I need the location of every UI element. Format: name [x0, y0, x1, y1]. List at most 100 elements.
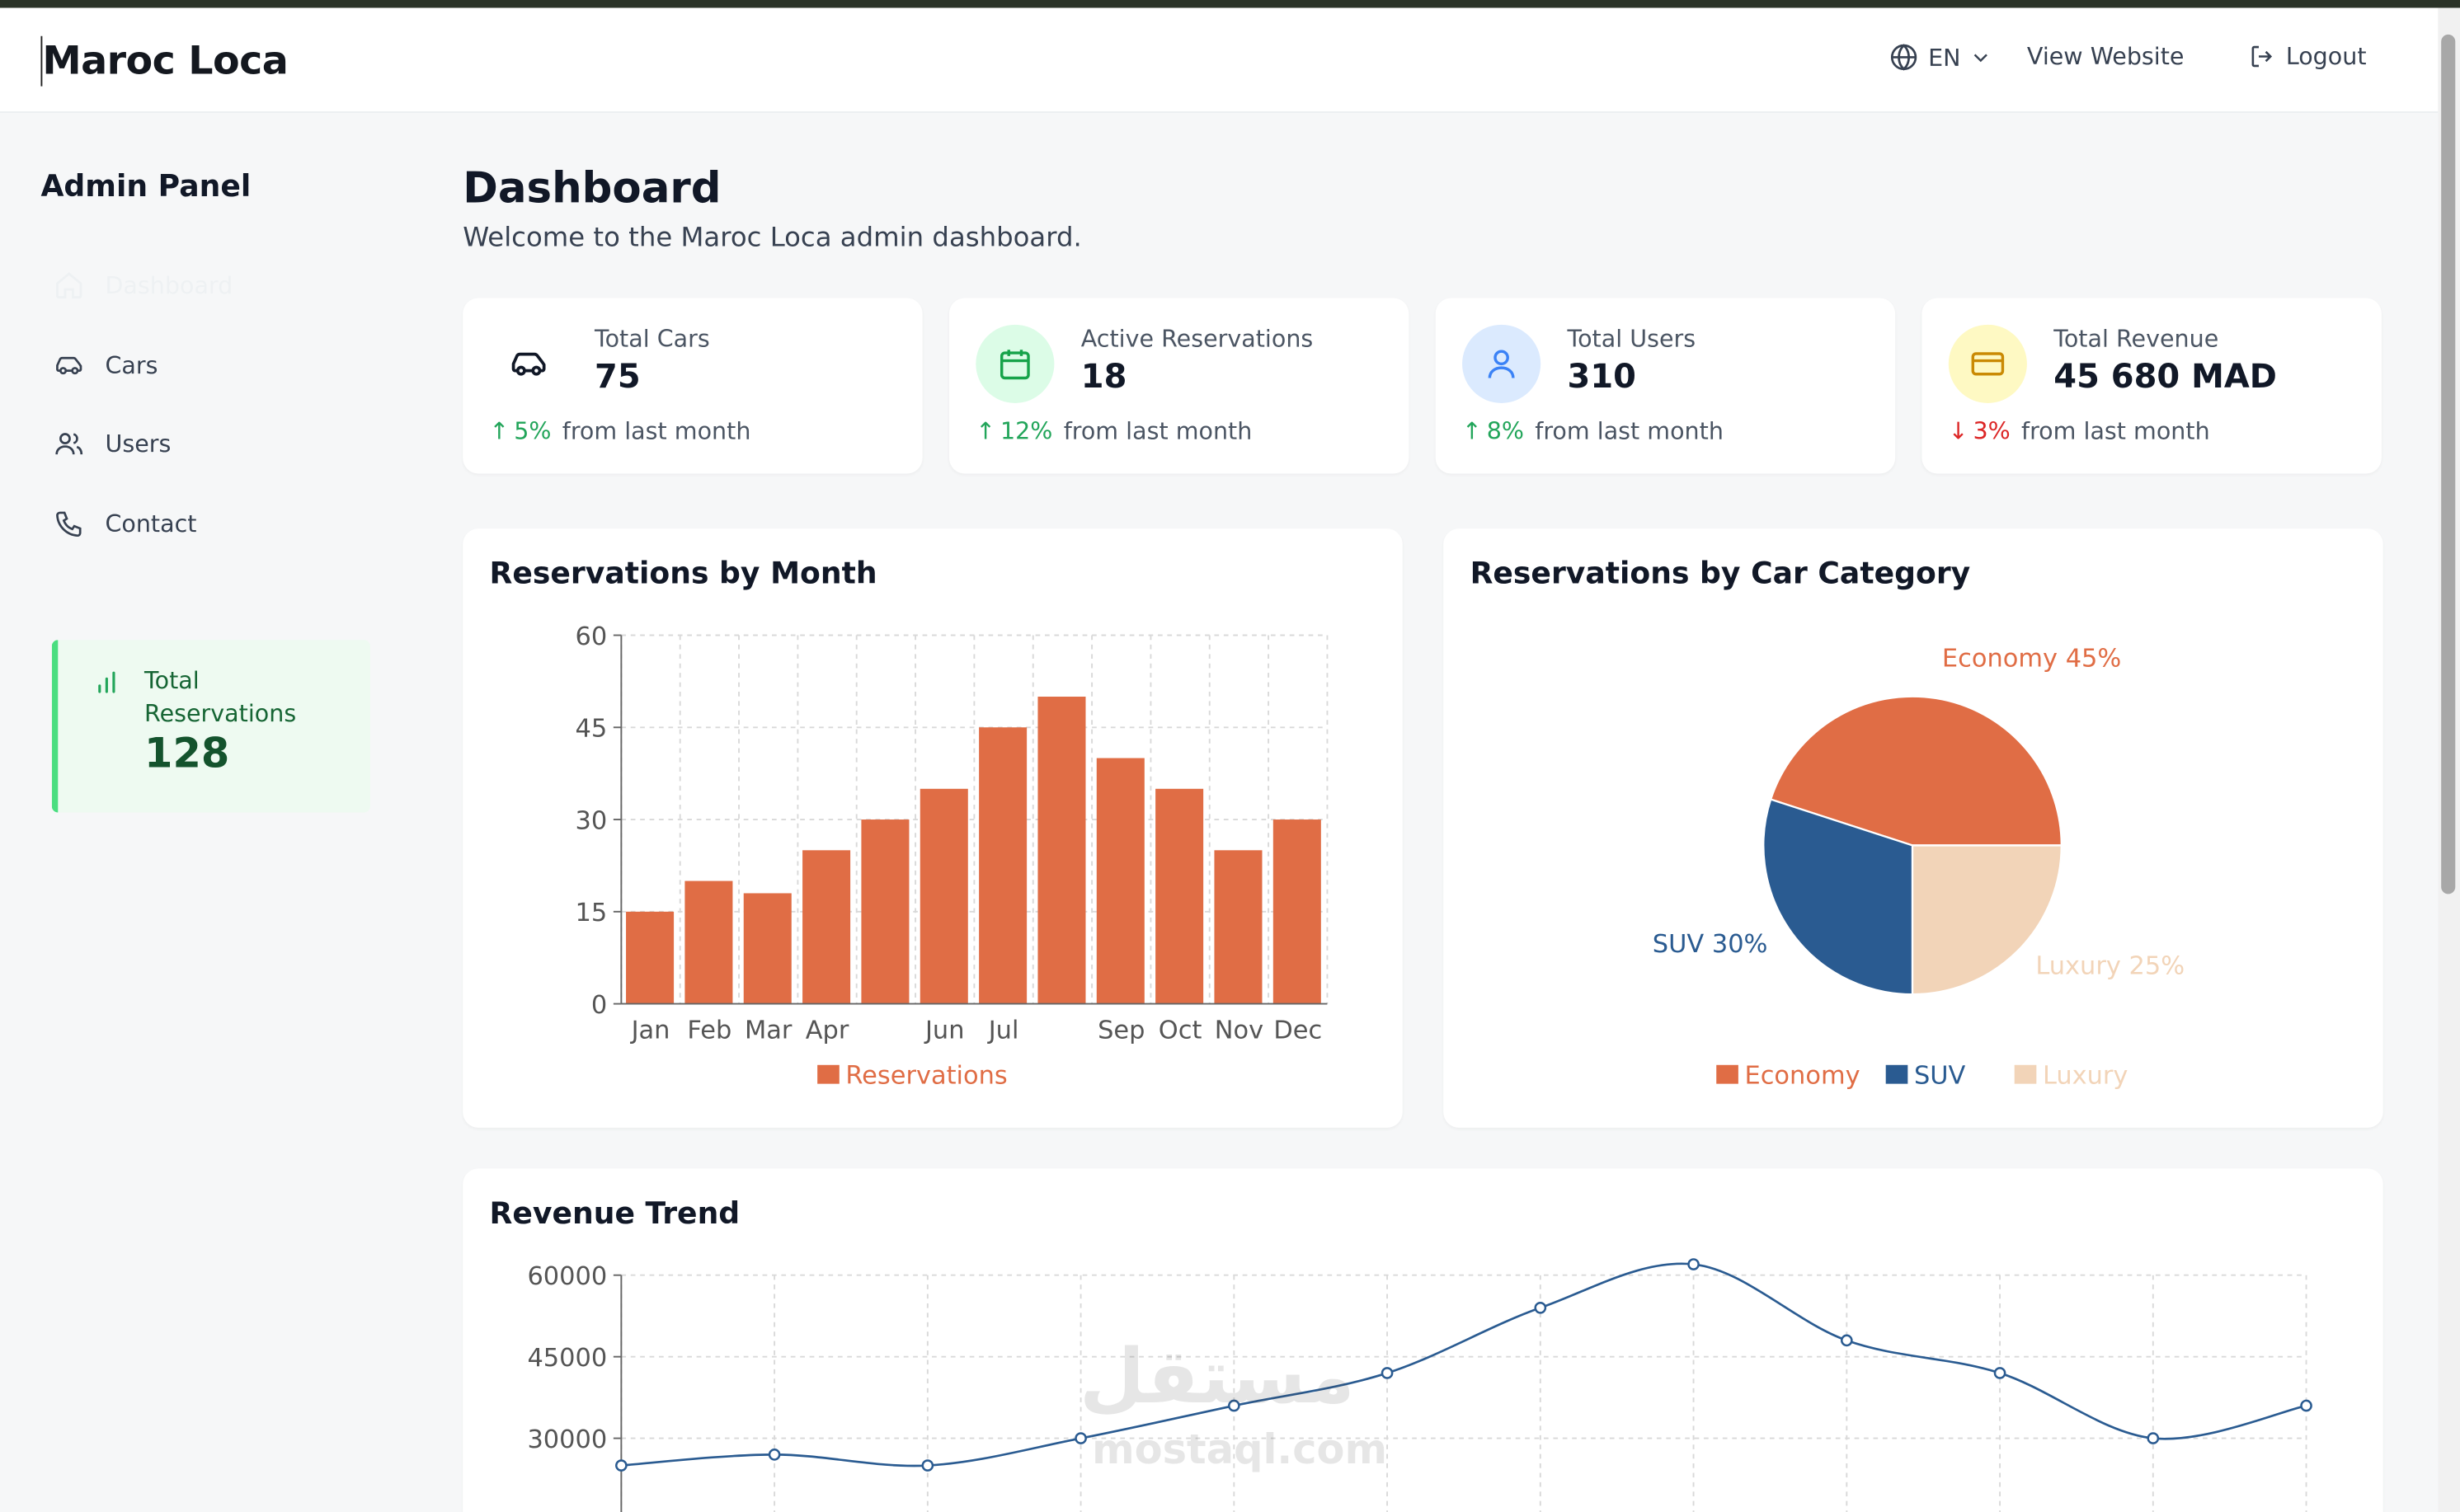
sidebar-item-cars[interactable]: Cars: [54, 350, 158, 381]
kpi-card-total-users: Total Users 310 ↑ 8% from last month: [1435, 298, 1896, 474]
pie-slice: [1769, 695, 2063, 847]
y-tick-label: 0: [591, 991, 607, 1020]
x-tick-label: Oct: [1159, 1016, 1202, 1045]
page-subtitle: Welcome to the Maroc Loca admin dashboar…: [463, 223, 1082, 255]
total-reservations-value: 128: [144, 730, 230, 778]
category-pie-chart: Economy 45% SUV 30% Luxury 25% Economy SUV Lu…: [1653, 645, 2185, 1091]
bar: [1096, 758, 1145, 1004]
x-tick-label: Dec: [1273, 1016, 1322, 1045]
reservations-bar-chart: 0 15 30 45 60 Jan Feb Mar Apr Jun Jul Sep Oct Nov Dec R…: [576, 622, 1329, 1091]
bar: [743, 893, 792, 1004]
sidebar-item-label: Cars: [105, 351, 158, 380]
x-tick-label: Apr: [806, 1016, 849, 1045]
kpi-change-suffix: from last month: [2021, 417, 2210, 446]
legend-label: Reservations: [845, 1062, 1007, 1091]
legend-label: Economy: [1744, 1062, 1860, 1091]
data-point: [1687, 1258, 1700, 1270]
users-icon: [55, 433, 83, 455]
kpi-icon-wrap: [1462, 324, 1541, 403]
logout-button[interactable]: Logout: [2248, 42, 2367, 71]
sidebar-item-contact[interactable]: Contact: [54, 508, 197, 539]
sidebar-item-label: Users: [105, 430, 172, 458]
phone-icon: [56, 511, 82, 538]
y-tick-label: 60: [576, 622, 608, 651]
user-icon: [1488, 350, 1515, 378]
calendar-icon: [1000, 350, 1030, 380]
sidebar-title: Admin Panel: [40, 169, 252, 204]
pie-slice: [1762, 798, 1914, 996]
bar: [1272, 819, 1321, 1004]
arrow-up-icon: ↑: [489, 417, 510, 446]
total-reservations-card: Total Reservations 128: [51, 640, 370, 813]
bar: [1037, 697, 1086, 1004]
revenue-line-chart: 30000 45000 60000: [527, 1258, 2312, 1512]
y-tick-label: 30: [576, 806, 608, 835]
chevron-down-icon: [1973, 54, 1987, 63]
brand-logo[interactable]: Maroc Loca: [40, 35, 289, 87]
sidebar-item-dashboard[interactable]: Dashboard: [54, 270, 233, 301]
language-label: EN: [1928, 43, 1961, 72]
data-point: [2300, 1399, 2312, 1412]
data-point: [1840, 1334, 1853, 1347]
chart-title: Reservations by Car Category: [1470, 556, 1971, 592]
bar-chart-icon: [98, 671, 115, 693]
x-tick-label: Sep: [1098, 1016, 1145, 1045]
legend-swatch: [1716, 1064, 1738, 1084]
bar: [979, 727, 1028, 1004]
reservations-by-category-panel: Reservations by Car Category Economy 45%…: [1443, 528, 2383, 1128]
total-reservations-label: Total Reservations: [144, 666, 297, 728]
kpi-title: Total Revenue: [2053, 324, 2219, 354]
kpi-trend: ↑ 8% from last month: [1462, 417, 1724, 445]
kpi-change-suffix: from last month: [562, 417, 751, 446]
kpi-title: Total Cars: [595, 324, 710, 354]
kpi-value: 45 680 MAD: [2053, 357, 2277, 396]
data-point: [921, 1459, 934, 1472]
data-point: [615, 1459, 628, 1472]
legend-label: Luxury: [2043, 1062, 2128, 1091]
home-icon: [56, 272, 82, 298]
slice-label: SUV 30%: [1653, 930, 1768, 959]
sidebar-item-label: Contact: [105, 509, 197, 538]
y-tick-label: 60000: [527, 1262, 607, 1291]
kpi-change: 3%: [1973, 417, 2011, 446]
x-tick-label: Mar: [745, 1016, 793, 1045]
x-tick-label: Feb: [687, 1016, 731, 1045]
view-website-link[interactable]: View Website: [2026, 42, 2185, 71]
arrow-up-icon: ↑: [976, 417, 996, 446]
language-selector[interactable]: EN: [1889, 42, 1991, 72]
kpi-change: 8%: [1486, 417, 1524, 446]
data-point: [2147, 1432, 2160, 1444]
logout-icon: [2251, 45, 2273, 68]
chart-title: Revenue Trend: [489, 1196, 741, 1232]
y-tick-label: 45000: [527, 1344, 607, 1373]
page-title: Dashboard: [463, 164, 722, 214]
kpi-value: 310: [1567, 357, 1636, 396]
kpi-value: 18: [1080, 357, 1127, 396]
legend-swatch: [2014, 1064, 2037, 1084]
car-icon: [511, 352, 546, 376]
slice-label: Luxury 25%: [2035, 951, 2185, 980]
arrow-down-icon: ↓: [1948, 417, 1968, 446]
legend-swatch: [817, 1064, 840, 1084]
credit-card-icon: [1971, 352, 2005, 376]
logout-label: Logout: [2285, 42, 2367, 71]
bar: [626, 911, 675, 1004]
data-point: [1381, 1367, 1394, 1379]
sidebar-item-users[interactable]: Users: [54, 428, 172, 459]
kpi-value: 75: [595, 357, 641, 396]
bar: [802, 850, 851, 1004]
kpi-icon-wrap: [976, 324, 1055, 403]
kpi-card-total-revenue: Total Revenue 45 680 MAD ↓ 3% from last …: [1921, 298, 2382, 474]
kpi-change-suffix: from last month: [1535, 417, 1724, 446]
scrollbar-thumb[interactable]: [2441, 34, 2456, 895]
bar: [1155, 788, 1204, 1004]
x-tick-label: Jun: [924, 1016, 965, 1045]
kpi-change: 12%: [1000, 417, 1053, 446]
bar: [861, 819, 910, 1004]
sidebar-item-label: Dashboard: [105, 271, 233, 300]
data-point: [1075, 1432, 1087, 1444]
sidebar: Admin Panel Dashboard Cars Users Contact…: [0, 113, 408, 1512]
slice-label: Economy 45%: [1942, 645, 2121, 674]
kpi-trend: ↓ 3% from last month: [1949, 417, 2210, 445]
